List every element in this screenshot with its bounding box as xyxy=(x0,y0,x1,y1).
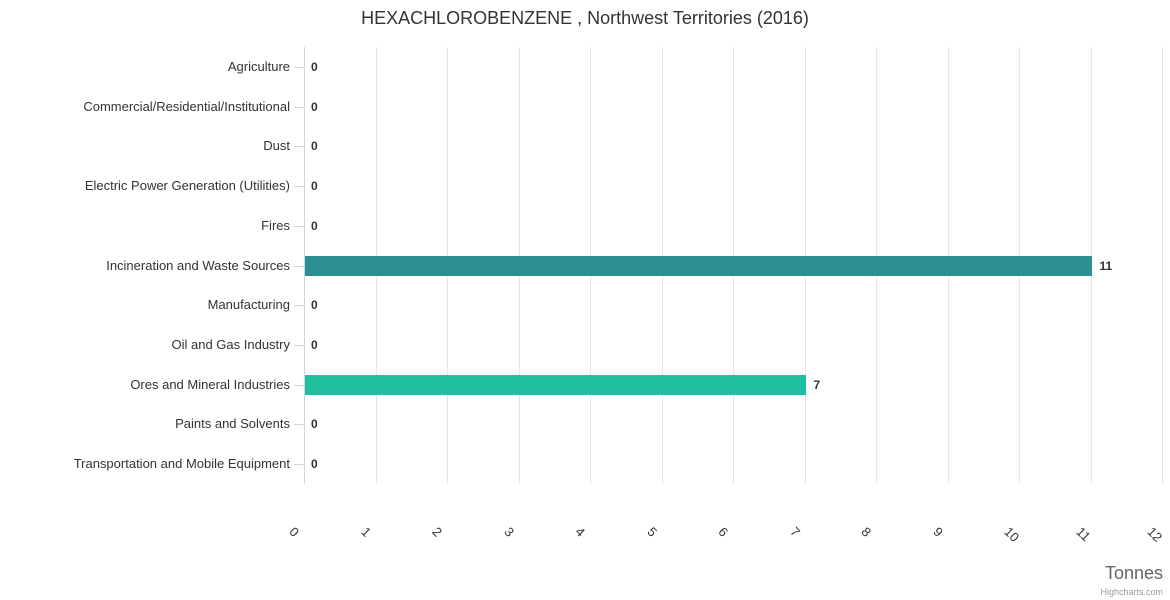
axis-tick xyxy=(294,305,304,306)
x-axis-tick-label: 2 xyxy=(429,524,446,540)
data-label: 0 xyxy=(311,179,318,194)
category-label: Agriculture xyxy=(227,58,290,74)
axis-tick xyxy=(294,385,304,386)
category-label: Fires xyxy=(261,217,290,233)
gridline xyxy=(1162,47,1163,484)
data-label: 0 xyxy=(311,139,318,154)
data-label: 7 xyxy=(813,377,821,392)
category-label: Electric Power Generation (Utilities) xyxy=(84,178,290,194)
axis-tick xyxy=(294,186,304,187)
x-axis-tick-label: 7 xyxy=(786,524,803,540)
data-label: 11 xyxy=(1099,258,1113,273)
data-label: 0 xyxy=(311,59,318,74)
data-label: 0 xyxy=(311,99,318,114)
category-label: Oil and Gas Industry xyxy=(171,336,291,352)
axis-tick xyxy=(294,345,304,346)
category-label: Commercial/Residential/Institutional xyxy=(83,98,290,114)
chart-title: HEXACHLOROBENZENE , Northwest Territorie… xyxy=(361,8,809,28)
data-label: 0 xyxy=(311,298,318,313)
x-axis-tick-label: 4 xyxy=(572,524,589,540)
category-label: Transportation and Mobile Equipment xyxy=(73,456,290,472)
x-axis-tick-label: 10 xyxy=(1001,524,1023,545)
x-axis-tick-label: 6 xyxy=(715,524,732,540)
plot-area xyxy=(304,47,1163,484)
axis-tick xyxy=(294,226,304,227)
x-axis-tick-label: 3 xyxy=(500,524,517,540)
bar-incineration-and-waste-sources[interactable] xyxy=(305,255,1092,276)
category-label: Incineration and Waste Sources xyxy=(106,257,290,273)
category-label: Manufacturing xyxy=(207,297,290,313)
x-axis-tick-label: 12 xyxy=(1144,524,1166,545)
x-axis-tick-label: 11 xyxy=(1072,524,1094,545)
highcharts-credit-link[interactable]: Highcharts.com xyxy=(1100,587,1163,597)
axis-tick xyxy=(294,266,304,267)
data-label: 0 xyxy=(311,218,318,233)
axis-tick xyxy=(294,424,304,425)
data-label: 0 xyxy=(311,417,318,432)
x-axis-tick-label: 9 xyxy=(929,524,946,540)
axis-tick xyxy=(294,464,304,465)
category-label: Dust xyxy=(263,138,290,154)
x-axis-tick-label: 1 xyxy=(357,524,374,540)
x-axis-tick-label: 5 xyxy=(643,524,660,540)
data-label: 0 xyxy=(311,337,318,352)
x-axis-tick-label: 8 xyxy=(858,524,875,540)
bar-ores-and-mineral-industries[interactable] xyxy=(305,374,806,395)
axis-tick xyxy=(294,67,304,68)
category-label: Ores and Mineral Industries xyxy=(130,376,290,392)
x-axis-tick-label: 0 xyxy=(286,524,303,540)
x-axis-title: Tonnes xyxy=(1104,563,1163,583)
data-label: 0 xyxy=(311,457,318,472)
category-label: Paints and Solvents xyxy=(175,416,290,432)
axis-tick xyxy=(294,107,304,108)
axis-tick xyxy=(294,146,304,147)
